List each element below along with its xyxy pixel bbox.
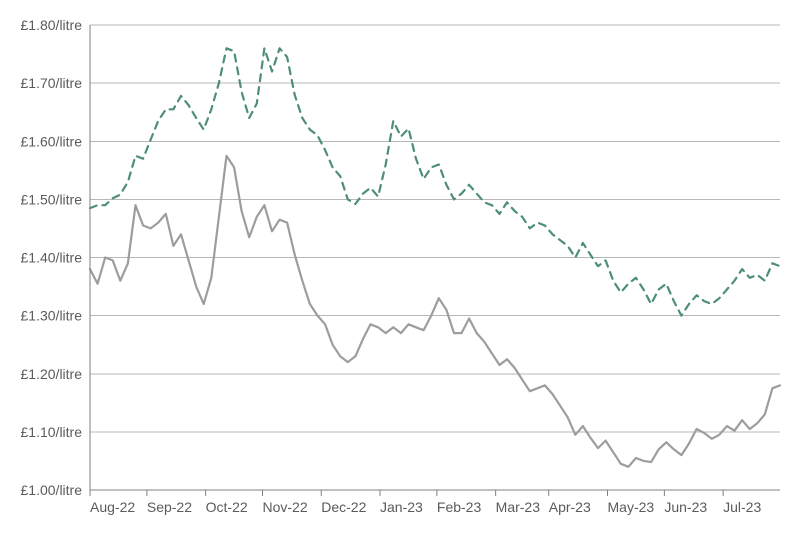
x-tick-label: Oct-22 [206, 499, 248, 515]
fuel-price-chart: £1.00/litre £1.10/litre £1.20/litre £1.30/l… [0, 0, 800, 533]
y-tick-label: £1.50/litre [21, 191, 83, 207]
x-tick-label: Nov-22 [263, 499, 308, 515]
x-tick-label: Mar-23 [496, 499, 541, 515]
x-tick-label: Dec-22 [321, 499, 366, 515]
y-tick-label: £1.10/litre [21, 424, 83, 440]
x-tick-label: Aug-22 [90, 499, 135, 515]
x-tick-label: Feb-23 [437, 499, 482, 515]
y-tick-label: £1.30/litre [21, 308, 83, 324]
y-tick-label: £1.20/litre [21, 366, 83, 382]
y-tick-label: £1.60/litre [21, 133, 83, 149]
x-tick-label: Apr-23 [549, 499, 591, 515]
chart-canvas: £1.00/litre £1.10/litre £1.20/litre £1.30/l… [0, 0, 800, 533]
y-tick-label: £1.00/litre [21, 482, 83, 498]
x-tick-label: Jan-23 [380, 499, 423, 515]
x-tick-label: Jun-23 [664, 499, 707, 515]
x-tick-label: Sep-22 [147, 499, 192, 515]
x-tick-label: Jul-23 [723, 499, 761, 515]
y-tick-label: £1.40/litre [21, 250, 83, 266]
y-tick-label: £1.70/litre [21, 75, 83, 91]
y-tick-label: £1.80/litre [21, 17, 83, 33]
x-tick-label: May-23 [608, 499, 655, 515]
